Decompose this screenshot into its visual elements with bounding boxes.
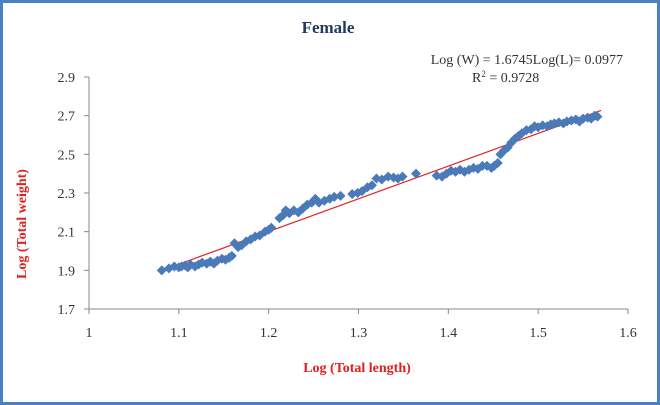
x-tick-label: 1.4	[440, 326, 458, 341]
x-tick-label: 1	[86, 326, 93, 341]
r-squared-r: R	[472, 71, 482, 86]
data-point	[521, 125, 532, 136]
data-point	[502, 142, 513, 153]
data-point	[366, 180, 377, 191]
trendline-layer	[160, 109, 602, 272]
y-tick-label: 2.1	[58, 226, 76, 241]
equation-annotation: Log (W) = 1.6745Log(L)= 0.0977 R2 = 0.97…	[431, 53, 623, 86]
x-tick-label: 1.2	[260, 326, 278, 341]
r-squared-label: R2 = 0.9728	[472, 69, 539, 86]
data-point	[410, 168, 421, 179]
data-point	[226, 250, 237, 261]
y-tick-label: 2.7	[58, 110, 76, 125]
y-tick-label: 1.9	[58, 264, 76, 279]
axes: 1 1.1 1.2 1.3 1.4 1.5 1.6 1.7 1.9 2.1 2.3 2.5 2.7 2.9	[58, 71, 637, 341]
x-axis-label: Log (Total length)	[303, 361, 411, 376]
r-squared-superscript: 2	[481, 69, 486, 79]
data-point	[335, 190, 346, 201]
data-point	[397, 171, 408, 182]
data-point	[156, 265, 167, 276]
points-layer	[156, 110, 603, 276]
trendline	[160, 109, 602, 272]
data-point	[492, 158, 503, 169]
y-axis-label: Log (Total weight)	[15, 169, 30, 279]
data-point	[592, 111, 603, 122]
x-tick-label: 1.6	[619, 326, 637, 341]
y-tick-label: 2.3	[58, 187, 76, 202]
y-tick-label: 2.9	[58, 71, 76, 86]
data-point	[250, 231, 261, 242]
data-point	[212, 255, 223, 266]
r-squared-value: = 0.9728	[486, 71, 539, 86]
y-tick-label: 2.5	[58, 148, 76, 163]
data-point	[329, 191, 340, 202]
chart-title: Female	[302, 18, 355, 37]
y-tick-label: 1.7	[58, 303, 76, 318]
regression-equation: Log (W) = 1.6745Log(L)= 0.0977	[431, 53, 623, 68]
x-tick-label: 1.3	[350, 326, 368, 341]
data-point	[266, 222, 277, 233]
x-tick-label: 1.5	[529, 326, 547, 341]
x-tick-label: 1.1	[170, 326, 188, 341]
